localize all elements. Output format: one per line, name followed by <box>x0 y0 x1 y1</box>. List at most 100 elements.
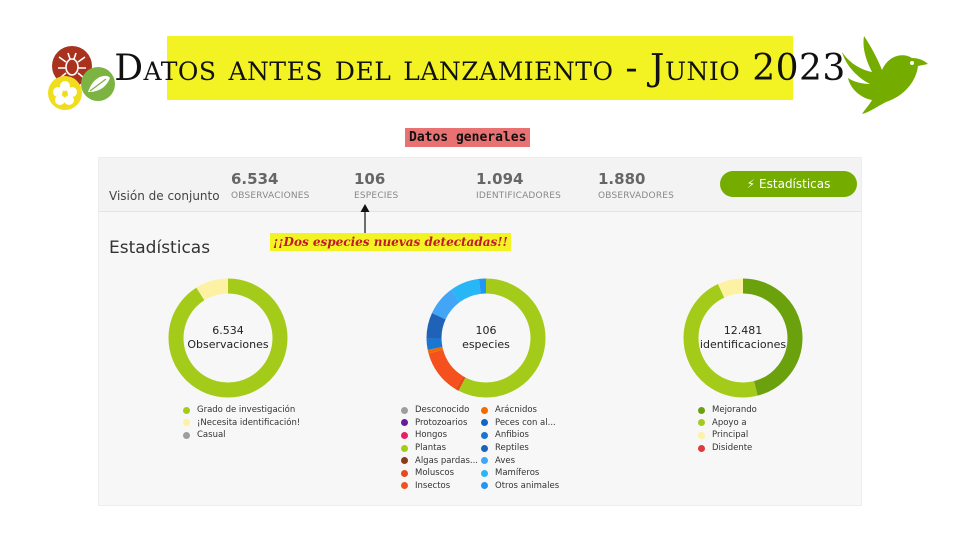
donut-segment[interactable] <box>683 278 803 398</box>
legend-label: Grado de investigación <box>197 405 296 416</box>
stat-label: OBSERVACIONES <box>231 191 310 201</box>
legend-label: Hongos <box>415 430 448 441</box>
legend-item: Grado de investigación <box>183 404 300 417</box>
legend-item: Protozoarios <box>401 417 478 430</box>
legend-label: Otros animales <box>495 480 560 491</box>
legend-item: Mamíferos <box>481 467 559 480</box>
legend-label: Anfibios <box>495 430 529 441</box>
legend-label: Algas pardas... <box>415 455 478 466</box>
identifications-center: 12.481 identificaciones <box>681 276 805 400</box>
legend-item: Hongos <box>401 429 478 442</box>
legend-label: Protozoarios <box>415 417 468 428</box>
legend-label: ¡Necesita identificación! <box>197 417 301 428</box>
stat-value: 106 <box>354 170 386 188</box>
stat-label: OBSERVADORES <box>598 191 675 201</box>
stat-species[interactable]: 106 ESPECIES <box>354 170 398 201</box>
legend-item: Principal <box>698 429 757 442</box>
legend-label: Insectos <box>415 480 451 491</box>
donut-segment[interactable] <box>683 278 803 398</box>
species-center: 106 especies <box>424 276 548 400</box>
legend-item: Moluscos <box>401 467 478 480</box>
legend-label: Principal <box>712 430 749 441</box>
title-banner: Datos antes del lanzamiento - Junio 2023 <box>114 36 845 100</box>
legend-swatch <box>481 406 488 414</box>
legend-item: Mejorando <box>698 404 757 417</box>
legend-label: Disidente <box>712 443 753 454</box>
legend-swatch <box>698 419 705 427</box>
legend-label: Mejorando <box>712 405 757 416</box>
legend-label: Desconocido <box>415 405 470 416</box>
stat-identifiers[interactable]: 1.094 IDENTIFICADORES <box>476 170 561 201</box>
legend-swatch <box>481 419 488 427</box>
up-arrow-icon <box>360 204 370 234</box>
stat-label: IDENTIFICADORES <box>476 191 562 201</box>
legend-item: Casual <box>183 429 300 442</box>
new-species-callout: ¡¡Dos especies nuevas detectadas!! <box>270 233 511 251</box>
stat-label: ESPECIES <box>354 191 399 201</box>
identifications-donut-chart <box>683 278 803 398</box>
legend-swatch <box>401 444 408 452</box>
bug-leaf-flower-logo <box>48 46 115 110</box>
legend-swatch <box>401 482 408 490</box>
legend-label: Plantas <box>415 443 447 454</box>
legend-item: Aves <box>481 454 559 467</box>
bird-logo <box>842 36 928 114</box>
donut-center-value: 6.534 <box>212 324 244 337</box>
section-subtitle: Datos generales <box>405 128 531 147</box>
donut-segment[interactable] <box>426 278 546 398</box>
legend-swatch <box>183 419 190 427</box>
legend-label: Aves <box>495 455 516 466</box>
overview-bar: Visión de conjunto 6.534 OBSERVACIONES 1… <box>99 158 861 212</box>
legend-swatch <box>401 457 408 465</box>
legend-swatch <box>698 431 705 439</box>
statistics-heading: Estadísticas <box>109 238 211 258</box>
legend-swatch <box>698 444 705 452</box>
legend-column: Arácnidos Peces con al... Anfibios Reptiles… <box>481 404 559 492</box>
stat-value: 1.880 <box>598 170 646 188</box>
legend-label: Apoyo a <box>712 417 747 428</box>
legend-swatch <box>481 457 488 465</box>
legend-item: Otros animales <box>481 480 559 493</box>
page-title: Datos antes del lanzamiento - Junio 2023 <box>114 47 846 89</box>
legend-label: Moluscos <box>415 468 455 479</box>
identifications-legend: Mejorando Apoyo a Principal Disidente <box>698 404 757 454</box>
legend-swatch <box>183 406 190 414</box>
species-donut-chart <box>426 278 546 398</box>
legend-item: ¡Necesita identificación! <box>183 417 300 430</box>
legend-item: Insectos <box>401 480 478 493</box>
donut-center-label: identificaciones <box>699 338 787 351</box>
legend-label: Peces con al... <box>495 417 556 428</box>
legend-swatch <box>698 406 705 414</box>
legend-item: Peces con al... <box>481 417 559 430</box>
legend-label: Casual <box>197 430 226 441</box>
observations-legend: Grado de investigación ¡Necesita identifi… <box>183 404 300 442</box>
legend-swatch <box>401 419 408 427</box>
legend-swatch <box>401 406 408 414</box>
donut-center-label: especies <box>462 338 510 351</box>
observations-center: 6.534 Observaciones <box>166 276 290 400</box>
legend-swatch <box>401 469 408 477</box>
legend-item: Reptiles <box>481 442 559 455</box>
legend-label: Mamíferos <box>495 468 540 479</box>
donut-center-value: 106 <box>475 324 497 337</box>
stat-observers[interactable]: 1.880 OBSERVADORES <box>598 170 674 201</box>
legend-item: Apoyo a <box>698 417 757 430</box>
donut-segment[interactable] <box>168 278 288 398</box>
donut-center-value: 12.481 <box>723 324 763 337</box>
legend-swatch <box>481 469 488 477</box>
legend-item: Algas pardas... <box>401 454 478 467</box>
legend-swatch <box>401 431 408 439</box>
stats-panel: Visión de conjunto 6.534 OBSERVACIONES 1… <box>98 157 862 506</box>
stat-value: 6.534 <box>231 170 279 188</box>
statistics-button[interactable]: ⚡︎ Estadísticas <box>720 171 857 197</box>
legend-item: Desconocido <box>401 404 478 417</box>
overview-label: Visión de conjunto <box>109 189 220 203</box>
legend-swatch <box>183 431 190 439</box>
legend-item: Disidente <box>698 442 757 455</box>
observations-donut-chart <box>168 278 288 398</box>
legend-label: Arácnidos <box>495 405 537 416</box>
stat-observations[interactable]: 6.534 OBSERVACIONES <box>231 170 310 201</box>
donut-segment[interactable] <box>426 278 546 398</box>
legend-item: Anfibios <box>481 429 559 442</box>
statistics-button-label: Estadísticas <box>759 177 831 191</box>
